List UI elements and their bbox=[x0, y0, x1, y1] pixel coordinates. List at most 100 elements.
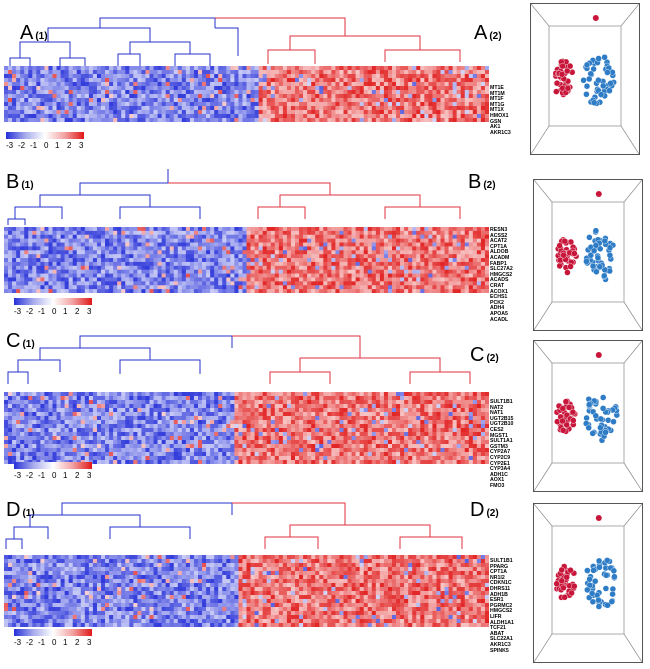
heatmap-cell bbox=[68, 277, 74, 282]
heatmap-cell bbox=[105, 416, 110, 421]
heatmap-cell bbox=[101, 238, 106, 243]
heatmap-cell bbox=[335, 246, 340, 251]
heatmap-cell bbox=[12, 114, 17, 119]
heatmap-cell bbox=[141, 98, 146, 103]
heatmap-cell bbox=[40, 78, 45, 83]
heatmap-cell bbox=[343, 392, 348, 397]
heatmap-cell bbox=[323, 396, 328, 401]
heatmap-cell bbox=[270, 250, 276, 255]
heatmap-cell bbox=[387, 98, 393, 103]
heatmap-cell bbox=[169, 392, 175, 397]
heatmap-cell bbox=[258, 396, 263, 401]
heatmap-cell bbox=[440, 102, 445, 107]
heatmap-cell bbox=[387, 285, 393, 290]
heatmap-cell bbox=[420, 82, 425, 87]
heatmap-cell bbox=[262, 261, 268, 267]
heatmap-cell bbox=[246, 118, 251, 122]
heatmap-cell bbox=[181, 102, 187, 107]
heatmap-cell bbox=[476, 242, 482, 247]
heatmap-cell bbox=[165, 400, 171, 405]
heatmap-cell bbox=[299, 78, 304, 83]
heatmap-cell bbox=[117, 242, 122, 247]
heatmap-cell bbox=[408, 392, 413, 397]
heatmap-cell bbox=[278, 258, 284, 263]
heatmap-cell bbox=[109, 227, 114, 232]
heatmap-cell bbox=[36, 416, 41, 421]
heatmap-cell bbox=[222, 265, 227, 270]
heatmap-cell bbox=[266, 281, 272, 286]
heatmap-cell bbox=[375, 400, 381, 405]
heatmap-cell bbox=[121, 238, 126, 243]
gene-label: ACSS2 bbox=[490, 232, 508, 239]
heatmap-cell bbox=[295, 74, 300, 79]
heatmap-cell bbox=[323, 86, 328, 91]
heatmap-cell bbox=[133, 250, 138, 255]
heatmap-cell bbox=[339, 106, 344, 111]
heatmap-cell bbox=[250, 400, 255, 405]
heatmap-cell bbox=[371, 277, 377, 282]
heatmap-cell bbox=[222, 242, 227, 247]
heatmap-cell bbox=[193, 78, 199, 83]
heatmap-cell bbox=[234, 246, 239, 251]
heatmap-cell bbox=[484, 78, 489, 83]
heatmap-cell bbox=[266, 254, 272, 259]
heatmap-cell bbox=[420, 404, 425, 409]
heatmap-cell bbox=[404, 227, 409, 232]
heatmap-cell bbox=[351, 408, 356, 413]
heatmap-cell bbox=[432, 408, 437, 413]
heatmap-cell bbox=[129, 98, 134, 103]
heatmap-cell bbox=[88, 242, 94, 247]
heatmap-cell bbox=[109, 118, 114, 122]
heatmap-cell bbox=[375, 102, 381, 107]
heatmap-cell bbox=[476, 289, 482, 293]
heatmap-cell bbox=[290, 254, 296, 259]
heatmap-cell bbox=[266, 246, 272, 251]
heatmap-cell bbox=[64, 285, 69, 290]
heatmap-cell bbox=[177, 246, 183, 251]
heatmap-cell bbox=[214, 66, 219, 71]
heatmap-cell bbox=[161, 261, 166, 267]
heatmap-cell bbox=[274, 242, 280, 247]
heatmap-cell bbox=[32, 82, 37, 87]
heatmap-cell bbox=[177, 400, 183, 405]
heatmap-cell bbox=[20, 114, 25, 119]
heatmap-cell bbox=[472, 242, 478, 247]
heatmap-cell bbox=[4, 269, 9, 274]
heatmap-cell bbox=[238, 281, 243, 286]
heatmap-cell bbox=[440, 234, 445, 239]
heatmap-cell bbox=[153, 74, 158, 79]
heatmap-cell bbox=[210, 230, 215, 236]
heatmap-cell bbox=[484, 242, 489, 247]
heatmap-cell bbox=[36, 261, 41, 267]
heatmap-cell bbox=[141, 285, 146, 290]
heatmap-cell bbox=[258, 277, 263, 282]
heatmap-cell bbox=[80, 250, 86, 255]
heatmap-cell bbox=[274, 285, 280, 290]
heatmap-cell bbox=[20, 258, 25, 263]
heatmap-cell bbox=[468, 78, 474, 83]
heatmap-cell bbox=[28, 82, 33, 87]
heatmap-cell bbox=[303, 396, 308, 401]
heatmap-cell bbox=[351, 404, 356, 409]
heatmap-cell bbox=[105, 98, 110, 103]
heatmap-cell bbox=[311, 289, 316, 293]
heatmap-cell bbox=[327, 404, 332, 409]
heatmap-cell bbox=[303, 261, 308, 267]
blue-sample-point bbox=[590, 65, 597, 73]
heatmap-cell bbox=[468, 230, 474, 236]
heatmap-cell bbox=[173, 242, 179, 247]
heatmap-cell bbox=[165, 269, 171, 274]
heatmap-cell bbox=[105, 230, 110, 236]
heatmap-cell bbox=[133, 118, 138, 122]
heatmap-cell bbox=[270, 114, 276, 119]
heatmap-cell bbox=[24, 277, 29, 282]
heatmap-cell bbox=[254, 392, 259, 397]
heatmap-cell bbox=[8, 258, 13, 263]
heatmap-cell bbox=[36, 420, 41, 425]
heatmap-cell bbox=[214, 261, 219, 267]
heatmap-cell bbox=[456, 98, 462, 103]
heatmap-cell bbox=[311, 261, 316, 267]
heatmap-cell bbox=[32, 102, 37, 107]
heatmap-cell bbox=[189, 400, 195, 405]
heatmap-cell bbox=[335, 400, 340, 405]
